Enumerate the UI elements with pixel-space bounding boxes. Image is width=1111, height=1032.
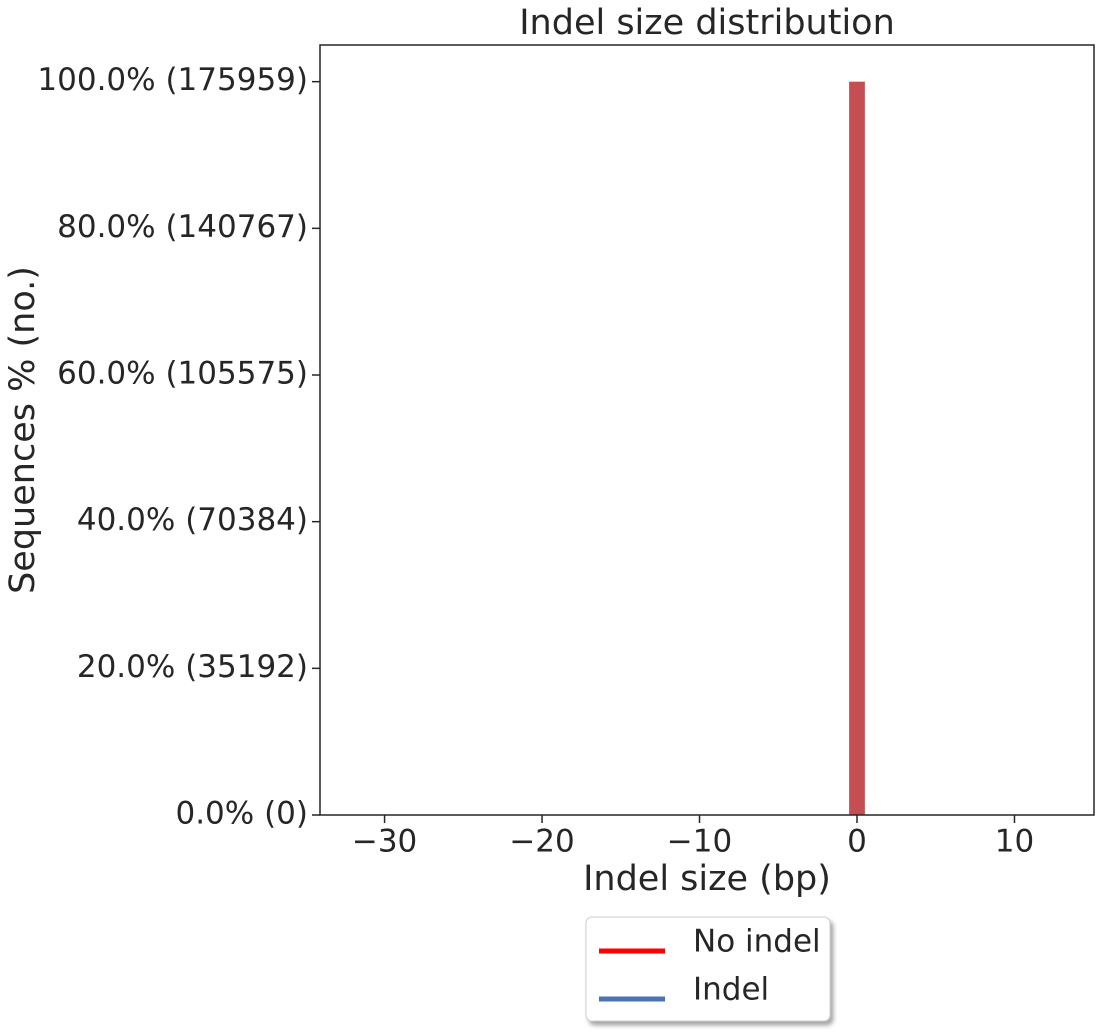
bar [849, 81, 865, 815]
legend-label: Indel [693, 972, 769, 1008]
y-tick-label: 100.0% (175959) [37, 62, 308, 98]
y-tick-label: 0.0% (0) [175, 796, 308, 832]
x-tick-label: 0 [847, 824, 867, 860]
chart-title: Indel size distribution [519, 3, 895, 43]
x-tick-label: −20 [509, 824, 574, 860]
plot-frame [319, 44, 1095, 816]
x-tick-label: −30 [352, 824, 417, 860]
x-tick-label: 10 [995, 824, 1034, 860]
x-axis-label: Indel size (bp) [583, 859, 831, 899]
y-tick-label: 40.0% (70384) [77, 502, 308, 538]
y-axis-label: Sequences % (no.) [3, 266, 43, 594]
x-tick-label: −10 [667, 824, 732, 860]
y-tick-label: 20.0% (35192) [77, 649, 308, 685]
y-tick-label: 80.0% (140767) [57, 209, 308, 245]
legend-box [585, 916, 831, 1022]
y-tick-label: 60.0% (105575) [57, 356, 308, 392]
legend-label: No indel [693, 924, 821, 960]
